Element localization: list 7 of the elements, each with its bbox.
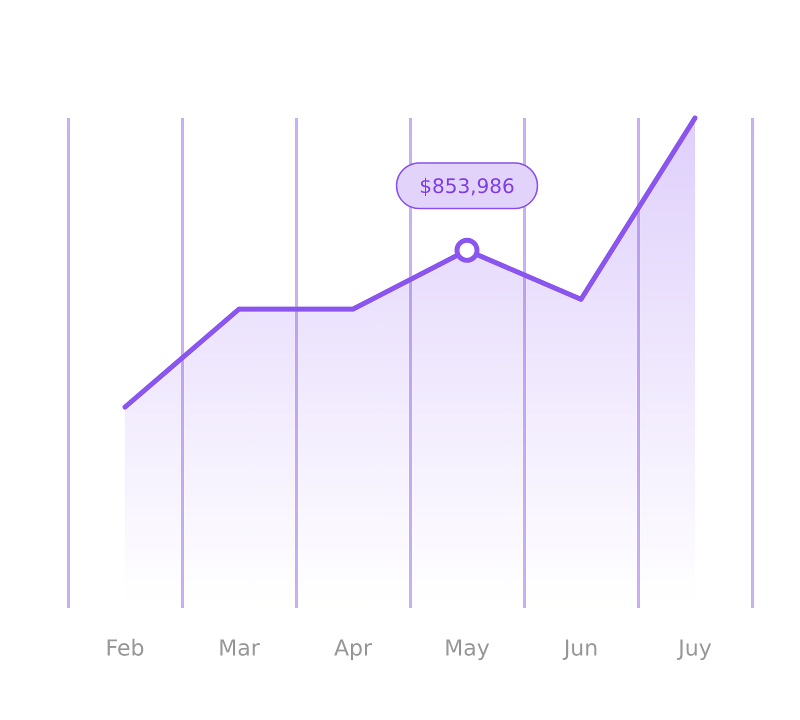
x-tick-label: Apr [334,636,373,662]
annotation: $853,986 [419,174,515,198]
x-tick-label: Mar [218,636,261,662]
x-tick-label: Jun [562,636,598,662]
x-tick-label: May [444,636,490,662]
x-tick-label: Juy [676,636,712,662]
x-tick-label: Feb [106,636,144,662]
